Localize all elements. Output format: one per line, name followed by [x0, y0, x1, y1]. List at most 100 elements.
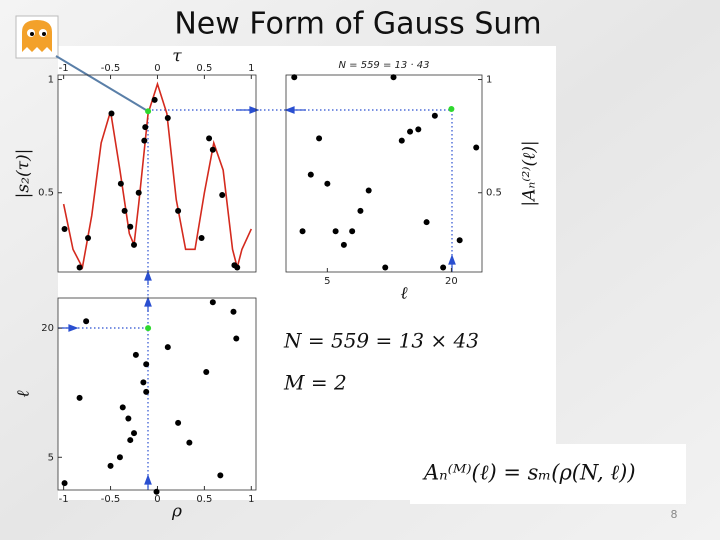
- point: [203, 369, 210, 376]
- x-tick-label: 0: [154, 63, 160, 74]
- point: [332, 228, 339, 235]
- point: [145, 325, 152, 332]
- point: [76, 394, 83, 401]
- point: [143, 361, 150, 368]
- x-tick-label: 5: [324, 276, 330, 287]
- x-tick-label: 0.5: [196, 63, 212, 74]
- point: [423, 219, 430, 226]
- chart-title: N = 559 = 13 · 43: [338, 60, 429, 71]
- point: [117, 180, 124, 187]
- point: [61, 225, 68, 232]
- figure-area: [58, 46, 556, 500]
- point: [340, 241, 347, 248]
- x-tick-label: -0.5: [101, 494, 121, 505]
- x-tick-label: 0: [154, 494, 160, 505]
- point: [209, 146, 216, 153]
- point: [132, 351, 139, 358]
- point: [142, 124, 149, 131]
- point: [116, 454, 123, 461]
- point: [151, 96, 158, 103]
- point: [217, 472, 224, 479]
- y-tick-label: 5: [48, 452, 54, 463]
- point: [198, 235, 205, 242]
- x-axis-label: ℓ: [400, 284, 407, 304]
- point: [307, 171, 314, 178]
- point: [85, 235, 92, 242]
- annotation: M = 2: [283, 371, 347, 395]
- point: [398, 137, 405, 144]
- formula: Aₙ⁽ᴹ⁾(ℓ) = sₘ(ρ(N, ℓ)): [422, 461, 636, 485]
- point: [175, 207, 182, 214]
- x-axis-label: ρ: [171, 502, 182, 522]
- point: [164, 344, 171, 351]
- x-tick-label: 1: [248, 494, 254, 505]
- guide-arrows: [58, 106, 456, 490]
- point: [141, 137, 148, 144]
- point: [219, 192, 226, 199]
- point: [153, 488, 160, 495]
- point: [316, 135, 323, 142]
- point: [291, 74, 298, 81]
- point: [299, 228, 306, 235]
- y-tick-label: 0.5: [38, 188, 54, 199]
- x-tick-label: -1: [59, 63, 69, 74]
- point: [324, 180, 331, 187]
- line: [62, 81, 253, 271]
- point: [131, 430, 138, 437]
- point: [121, 207, 128, 214]
- point: [473, 144, 480, 151]
- point: [390, 74, 397, 81]
- y-axis-label: ℓ: [14, 390, 34, 397]
- point: [76, 264, 83, 271]
- point: [448, 105, 455, 112]
- y-tick-label: 20: [41, 323, 54, 334]
- point: [365, 187, 372, 194]
- icon: [15, 15, 147, 111]
- point: [186, 439, 193, 446]
- point: [131, 241, 138, 248]
- point: [61, 480, 68, 487]
- x-tick-label: -0.5: [101, 63, 121, 74]
- point: [127, 437, 134, 444]
- point: [107, 462, 114, 469]
- point: [145, 108, 152, 115]
- point: [234, 264, 241, 271]
- point: [143, 388, 150, 395]
- point: [357, 207, 364, 214]
- point: [175, 419, 182, 426]
- point: [456, 237, 463, 244]
- page-number: 8: [671, 508, 678, 521]
- point: [206, 135, 213, 142]
- x-tick-label: 1: [248, 63, 254, 74]
- x-tick-label: -1: [59, 494, 69, 505]
- point: [135, 189, 142, 196]
- point: [415, 126, 422, 133]
- point: [125, 415, 132, 422]
- y-tick-label: 1: [48, 75, 54, 86]
- x-axis-label: τ: [172, 47, 182, 67]
- point: [407, 128, 414, 135]
- point: [233, 335, 240, 342]
- x-tick-label: 20: [445, 276, 458, 287]
- point: [230, 308, 237, 315]
- x-tick-label: 0.5: [196, 494, 212, 505]
- point: [349, 228, 356, 235]
- point: [119, 404, 126, 411]
- point: [140, 379, 147, 386]
- y-tick-label: 1: [486, 75, 492, 86]
- point: [164, 115, 171, 122]
- slide-title: New Form of Gauss Sum: [174, 7, 541, 42]
- point: [108, 110, 115, 117]
- y-axis-label: |s₂(τ)|: [14, 149, 34, 199]
- point: [440, 264, 447, 271]
- point: [209, 299, 216, 306]
- formula-area: [410, 444, 686, 504]
- annotation: N = 559 = 13 × 43: [283, 329, 479, 353]
- point: [382, 264, 389, 271]
- point: [83, 318, 90, 325]
- point: [431, 112, 438, 119]
- plot-frame: [285, 74, 483, 273]
- point: [127, 223, 134, 230]
- y-axis-label: |Aₙ⁽²⁾(ℓ)|: [520, 140, 540, 206]
